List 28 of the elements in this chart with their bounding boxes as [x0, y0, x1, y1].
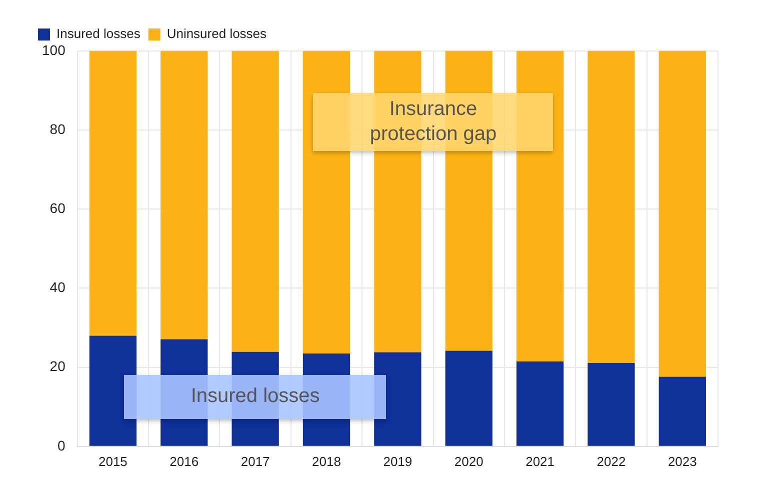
callout-box: Insurance protection gap — [313, 93, 554, 152]
x-tick-label: 2019 — [383, 454, 412, 469]
y-tick-label: 40 — [50, 279, 66, 296]
y-tick-label: 60 — [50, 200, 66, 216]
legend-label: Insured losses — [56, 26, 141, 42]
bar — [658, 51, 706, 377]
x-tick-label: 2018 — [312, 454, 341, 469]
x-tick-label: 2015 — [98, 454, 128, 469]
legend-label: Uninsured losses — [166, 26, 268, 42]
bar — [445, 350, 492, 446]
bar — [516, 361, 564, 446]
callout-box: Insured losses — [124, 374, 386, 419]
x-tick-label: 2023 — [668, 454, 697, 469]
bar — [658, 376, 706, 446]
x-tick-label: 2022 — [596, 454, 626, 469]
bar — [89, 51, 137, 336]
x-tick-label: 2016 — [170, 454, 199, 469]
y-tick-label: 80 — [50, 120, 66, 137]
bar — [160, 51, 208, 340]
x-tick-label: 2021 — [526, 454, 555, 469]
y-tick-label: 100 — [42, 42, 66, 58]
bar — [588, 362, 635, 446]
x-tick-label: 2020 — [454, 454, 484, 469]
x-tick-label: 2017 — [240, 454, 270, 469]
y-tick-label: 0 — [58, 437, 66, 454]
y-tick-label: 20 — [50, 358, 66, 374]
bar — [232, 51, 279, 352]
bar — [588, 51, 635, 363]
